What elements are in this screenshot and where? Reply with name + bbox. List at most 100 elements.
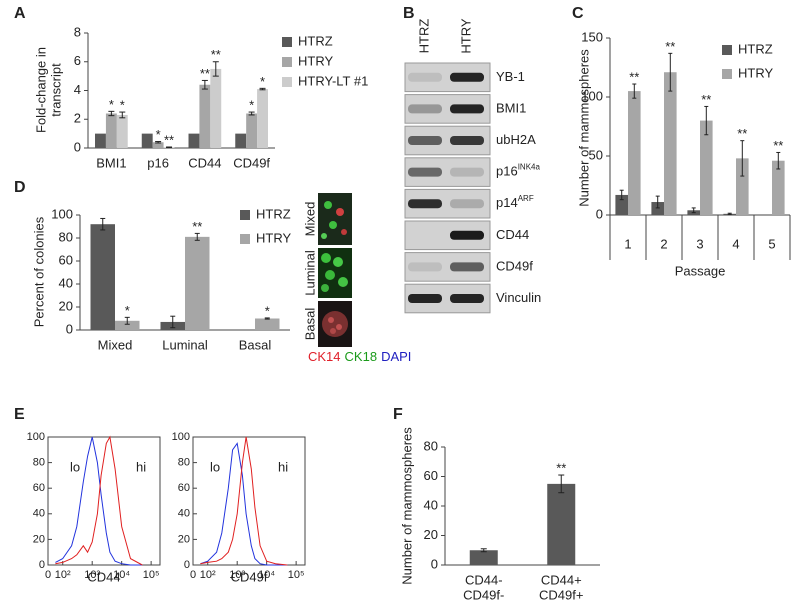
- bar: [700, 120, 713, 215]
- panel-label: B: [403, 5, 415, 22]
- bar: [115, 320, 140, 330]
- y-tick-label: 40: [178, 508, 190, 520]
- bar: [152, 142, 164, 148]
- y-tick-label: 60: [59, 252, 73, 267]
- significance: **: [665, 39, 675, 54]
- bar: [736, 158, 749, 215]
- x-tick-label: BMI1: [96, 155, 126, 170]
- y-tick-label: 6: [74, 53, 81, 68]
- y-axis-label: Fold-change in: [33, 47, 48, 133]
- x-tick-label: 4: [732, 236, 739, 251]
- y-tick-label: 40: [59, 275, 73, 290]
- x-tick-label: p16: [147, 155, 169, 170]
- bar: [90, 224, 115, 330]
- x-tick-label: 0: [45, 569, 51, 581]
- series-label: hi: [136, 459, 146, 474]
- protein-name: YB-1: [496, 69, 525, 84]
- micrographs: [318, 193, 352, 347]
- legend-swatch: [282, 77, 292, 87]
- series-label: hi: [278, 459, 288, 474]
- plot-frame: [47, 436, 161, 566]
- x-tick-label: 10⁵: [288, 569, 305, 581]
- x-tick-label: Mixed: [98, 337, 133, 352]
- protein-label: YB-1: [496, 69, 525, 84]
- x-tick-label: CD49f: [233, 155, 270, 170]
- y-tick-label: 20: [178, 533, 190, 545]
- bar: [664, 72, 677, 215]
- blot-band: [408, 136, 442, 145]
- legend-swatch: [722, 69, 732, 79]
- series-label: lo: [210, 459, 220, 474]
- lane-label: HTRY: [458, 18, 473, 53]
- blot-band: [408, 262, 442, 272]
- x-tick-label: 10²: [55, 569, 71, 581]
- significance: *: [265, 303, 270, 318]
- x-tick-label: 10³: [84, 569, 100, 581]
- protein-name: CD44: [496, 227, 529, 242]
- legend-label: HTRZ: [738, 41, 773, 56]
- histogram-line: [55, 436, 143, 566]
- bar: [185, 236, 210, 330]
- blot-band: [450, 294, 484, 303]
- micrograph-label: Luminal: [302, 250, 317, 296]
- bar: [246, 113, 258, 148]
- panel-label: F: [393, 406, 403, 423]
- stain-legend: CK14 CK18 DAPI: [308, 349, 411, 364]
- significance: **: [701, 92, 711, 107]
- y-axis-label: Percent of colonies: [31, 216, 46, 327]
- panel-label: A: [14, 5, 26, 22]
- y-tick-label: 60: [33, 482, 45, 494]
- significance: *: [125, 303, 130, 318]
- bar: [105, 113, 117, 148]
- bar: [772, 160, 785, 215]
- protein-label: BMI1: [496, 101, 526, 116]
- x-tick-label: 5: [768, 236, 775, 251]
- x-tick-label: 10²: [200, 569, 216, 581]
- y-tick-label: 0: [184, 559, 190, 571]
- histogram-line: [55, 435, 143, 566]
- stain-name: CK18: [345, 349, 378, 364]
- legend-label: HTRZ: [256, 206, 291, 221]
- bar: [469, 550, 498, 565]
- series-label: lo: [70, 459, 80, 474]
- blot-band: [450, 230, 484, 240]
- bar: [210, 68, 222, 148]
- histogram-line: [200, 442, 288, 566]
- lane-label: HTRZ: [416, 19, 431, 54]
- significance: **: [211, 47, 221, 62]
- protein-label: p14ARF: [496, 194, 534, 210]
- y-tick-label: 40: [424, 497, 438, 512]
- legend-label: HTRY: [298, 53, 333, 68]
- blot-band: [450, 167, 484, 177]
- y-tick-label: 8: [74, 24, 81, 39]
- stain-name: CK14: [308, 349, 341, 364]
- y-tick-label: 0: [66, 321, 73, 336]
- y-tick-label: 80: [178, 457, 190, 469]
- y-tick-label: 80: [33, 457, 45, 469]
- y-tick-label: 0: [39, 559, 45, 571]
- x-tick-label: CD49f+: [539, 587, 583, 602]
- bar: [116, 114, 128, 148]
- significance: *: [156, 127, 161, 142]
- legend-swatch: [722, 45, 732, 55]
- y-tick-label: 0: [74, 139, 81, 154]
- x-tick-label: Luminal: [162, 337, 208, 352]
- x-tick-label: CD44: [188, 155, 221, 170]
- protein-label: ubH2A: [496, 132, 536, 147]
- bar: [235, 133, 247, 148]
- panel-label: D: [14, 179, 26, 196]
- y-tick-label: 100: [172, 431, 190, 443]
- significance: **: [629, 69, 639, 84]
- plot-frame: [192, 436, 306, 566]
- y-tick-label: 2: [74, 111, 81, 126]
- protein-superscript: ARF: [518, 194, 534, 203]
- x-axis-label: CD44: [87, 569, 120, 584]
- protein-label: p16INK4a: [496, 163, 540, 179]
- x-tick-label: 1: [624, 236, 631, 251]
- bar: [615, 194, 628, 215]
- significance: *: [249, 98, 254, 113]
- blot-band: [408, 104, 442, 114]
- blot-band: [450, 72, 484, 82]
- protein-superscript: INK4a: [518, 163, 541, 172]
